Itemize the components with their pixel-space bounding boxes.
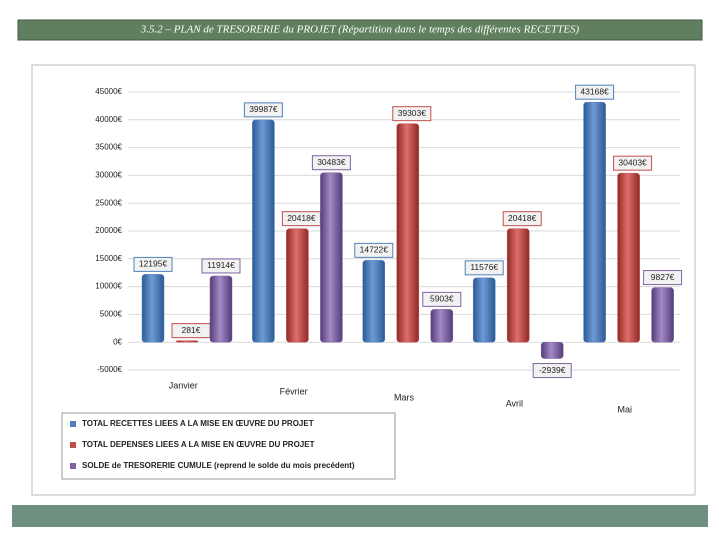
y-tick-label: 0€ (113, 337, 122, 346)
bar (320, 172, 343, 343)
bar (506, 228, 530, 343)
value-label: 30403€ (618, 157, 647, 167)
y-tick-label: -5000€ (97, 365, 122, 374)
legend-label: SOLDE de TRESORERIE CUMULE (reprend le s… (82, 461, 355, 470)
value-label-box (133, 256, 173, 272)
value-label: 12195€ (139, 259, 168, 269)
value-label-box (354, 242, 394, 258)
value-label: 281€ (182, 325, 201, 335)
bar (583, 101, 606, 343)
x-tick-label: Avril (506, 398, 523, 408)
x-tick-label: Mars (394, 392, 414, 402)
bar (430, 309, 454, 343)
value-label-box (575, 84, 615, 100)
bar (286, 228, 309, 343)
value-label-box (422, 291, 462, 307)
legend-swatch (70, 421, 76, 427)
value-label-box (201, 258, 241, 274)
value-label: 20418€ (508, 213, 537, 223)
bar (540, 341, 564, 359)
slide-title: 3.5.2 – PLAN de TRESORERIE du PROJET (Ré… (140, 24, 580, 36)
value-label: 43168€ (580, 86, 609, 96)
legend-swatch (70, 442, 76, 448)
legend-label: TOTAL DEPENSES LIEES A LA MISE EN ŒUVRE … (82, 440, 315, 449)
header-bar (17, 19, 703, 41)
y-tick-label: 20000€ (95, 226, 122, 235)
value-label-box (311, 155, 351, 171)
value-label-box (243, 102, 283, 118)
footer-bar (12, 505, 708, 527)
bar (472, 277, 496, 343)
y-tick-label: 5000€ (100, 310, 123, 319)
x-tick-label: Janvier (169, 380, 198, 390)
y-tick-label: 25000€ (95, 198, 122, 207)
bar (141, 274, 165, 343)
value-label: 5903€ (430, 294, 454, 304)
value-label: 11914€ (207, 260, 235, 270)
legend-label: TOTAL RECETTES LIEES A LA MISE EN ŒUVRE … (82, 419, 314, 428)
x-tick-label: Mai (618, 404, 633, 414)
value-label-box (392, 106, 432, 122)
legend (61, 412, 396, 480)
value-label: 20418€ (287, 213, 316, 223)
value-label-box (532, 363, 572, 379)
plot: -5000€ 0€ 5000€ 10000€ 15000€ 20000€ 25000€ 300… (70, 84, 683, 470)
value-label-box (613, 155, 653, 171)
bar (362, 260, 386, 343)
value-label: 9827€ (651, 272, 675, 282)
y-tick-label: 40000€ (95, 115, 122, 124)
bar (651, 287, 674, 343)
bar (175, 340, 199, 343)
value-label-box (643, 270, 683, 286)
value-label-box (502, 211, 542, 227)
value-label: 39303€ (398, 108, 427, 118)
bar (617, 172, 640, 343)
y-tick-label: 45000€ (95, 87, 122, 96)
y-tick-label: 10000€ (95, 282, 122, 291)
y-tick-label: 30000€ (95, 171, 122, 180)
value-label: 11576€ (470, 262, 498, 272)
bar (209, 275, 233, 343)
value-label: 39987€ (249, 104, 278, 114)
value-label: -2939€ (539, 365, 566, 375)
value-label: 14722€ (360, 245, 389, 255)
bar (396, 123, 420, 343)
y-tick-label: 35000€ (95, 143, 122, 152)
legend-swatch (70, 463, 76, 469)
y-tick-label: 15000€ (95, 254, 122, 263)
value-label: 30483€ (317, 157, 346, 167)
x-tick-label: Février (280, 386, 308, 396)
bar (252, 119, 275, 343)
value-label-box (464, 260, 504, 276)
